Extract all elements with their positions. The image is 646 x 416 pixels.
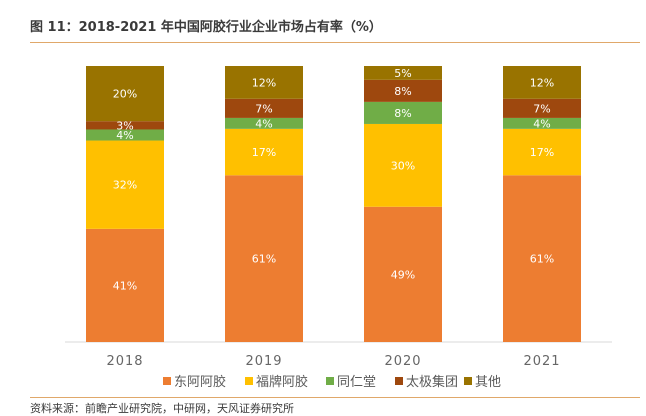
- bar-segment-2021-4: [503, 66, 581, 99]
- bar-segment-2021-0: [503, 175, 581, 342]
- data-label-2021-3: 7%: [533, 102, 550, 115]
- data-label-2018-1: 32%: [113, 179, 137, 192]
- x-tick-label-2018: 2018: [106, 354, 143, 369]
- data-label-2021-2: 4%: [533, 117, 550, 130]
- bar-segment-2019-0: [225, 175, 303, 342]
- data-label-2018-3: 3%: [116, 119, 133, 132]
- legend-swatch-3: [395, 377, 403, 385]
- x-tick-label-2021: 2021: [523, 354, 560, 369]
- legend-label-0: 东阿阿胶: [174, 374, 226, 390]
- stacked-bar-chart: 41%32%4%3%20%61%17%4%7%12%49%30%8%8%5%61…: [65, 66, 612, 390]
- x-axis-labels: 2018 2019 2020 2021: [106, 354, 560, 369]
- bar-segment-2018-0: [86, 228, 164, 342]
- bar-segment-2021-1: [503, 128, 581, 176]
- data-label-2020-4: 5%: [394, 67, 411, 80]
- bar-segment-2020-2: [364, 101, 442, 124]
- footer-divider: [30, 397, 640, 398]
- data-label-2021-0: 61%: [530, 253, 554, 266]
- legend-label-2: 同仁堂: [337, 375, 376, 390]
- x-tick-label-2019: 2019: [245, 354, 282, 369]
- bars-group: 41%32%4%3%20%61%17%4%7%12%49%30%8%8%5%61…: [86, 66, 581, 342]
- bar-segment-2020-1: [364, 123, 442, 207]
- bar-segment-2018-2: [86, 129, 164, 141]
- data-label-2020-0: 49%: [391, 268, 415, 281]
- bar-segment-2018-4: [86, 66, 164, 122]
- bar-segment-2018-3: [86, 121, 164, 130]
- title-divider: [30, 42, 640, 43]
- bar-segment-2021-3: [503, 98, 581, 118]
- x-tick-label-2020: 2020: [384, 354, 421, 369]
- bar-segment-2020-0: [364, 206, 442, 342]
- data-label-2019-2: 4%: [255, 117, 272, 130]
- data-label-2019-0: 61%: [252, 253, 276, 266]
- bar-segment-2019-3: [225, 98, 303, 118]
- legend-label-4: 其他: [475, 375, 501, 390]
- bar-segment-2019-2: [225, 117, 303, 129]
- data-label-2018-0: 41%: [113, 279, 137, 292]
- bar-segment-2021-2: [503, 117, 581, 129]
- data-label-2020-1: 30%: [391, 159, 415, 172]
- legend-label-3: 太极集团: [406, 374, 458, 390]
- data-label-2021-4: 12%: [530, 76, 554, 89]
- chart-title: 图 11：2018-2021 年中国阿胶行业企业市场占有率（%）: [30, 20, 382, 35]
- legend-swatch-1: [245, 377, 253, 385]
- data-label-2018-4: 20%: [113, 88, 137, 101]
- bar-segment-2019-4: [225, 66, 303, 99]
- legend: 东阿阿胶 福牌阿胶 同仁堂 太极集团 其他: [163, 374, 501, 390]
- data-label-2018-2: 4%: [116, 129, 133, 142]
- bar-segment-2019-1: [225, 128, 303, 176]
- legend-swatch-2: [326, 377, 334, 385]
- source-note: 资料来源：前瞻产业研究院，中研网，天风证券研究所: [30, 402, 294, 415]
- data-label-2021-1: 17%: [530, 146, 554, 159]
- bar-segment-2020-3: [364, 79, 442, 102]
- legend-swatch-0: [163, 377, 171, 385]
- data-label-2020-2: 8%: [394, 107, 411, 120]
- bar-segment-2020-4: [364, 66, 442, 80]
- data-label-2019-3: 7%: [255, 102, 272, 115]
- bar-segment-2018-1: [86, 140, 164, 229]
- data-label-2019-1: 17%: [252, 146, 276, 159]
- data-label-2019-4: 12%: [252, 76, 276, 89]
- legend-label-1: 福牌阿胶: [256, 374, 308, 390]
- data-label-2020-3: 8%: [394, 85, 411, 98]
- legend-swatch-4: [464, 377, 472, 385]
